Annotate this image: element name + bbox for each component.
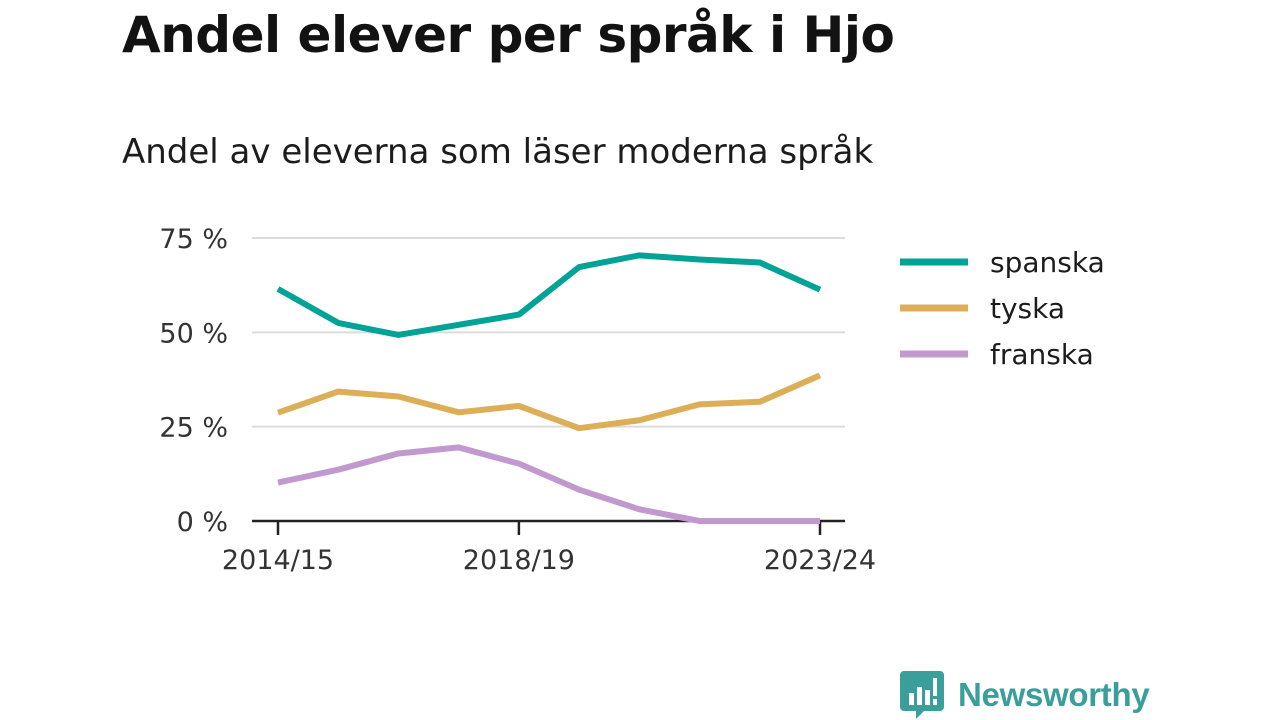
brand-logo: Newsworthy xyxy=(900,670,1150,720)
legend-label-franska: franska xyxy=(990,338,1094,371)
chart-subtitle: Andel av eleverna som läser moderna språ… xyxy=(122,132,874,172)
y-tick-label-50: 50 % xyxy=(159,318,228,349)
series-line-tyska xyxy=(277,372,822,432)
y-tick-label-75: 75 % xyxy=(159,224,228,255)
brand-name: Newsworthy xyxy=(958,676,1150,713)
x-tick-label-2023/24: 2023/24 xyxy=(764,545,876,576)
x-tick-label-2014/15: 2014/15 xyxy=(222,545,334,576)
x-tick-label-2018/19: 2018/19 xyxy=(463,545,575,576)
y-tick-label-0: 0 % xyxy=(177,507,228,538)
chart-title: Andel elever per språk i Hjo xyxy=(122,6,895,64)
y-tick-label-25: 25 % xyxy=(159,413,228,444)
legend-label-spanska: spanska xyxy=(990,246,1105,279)
series-line-spanska xyxy=(276,252,822,338)
series-line-franska xyxy=(277,444,820,524)
newsworthy-logo-icon xyxy=(900,671,944,719)
legend-label-tyska: tyska xyxy=(990,292,1065,325)
